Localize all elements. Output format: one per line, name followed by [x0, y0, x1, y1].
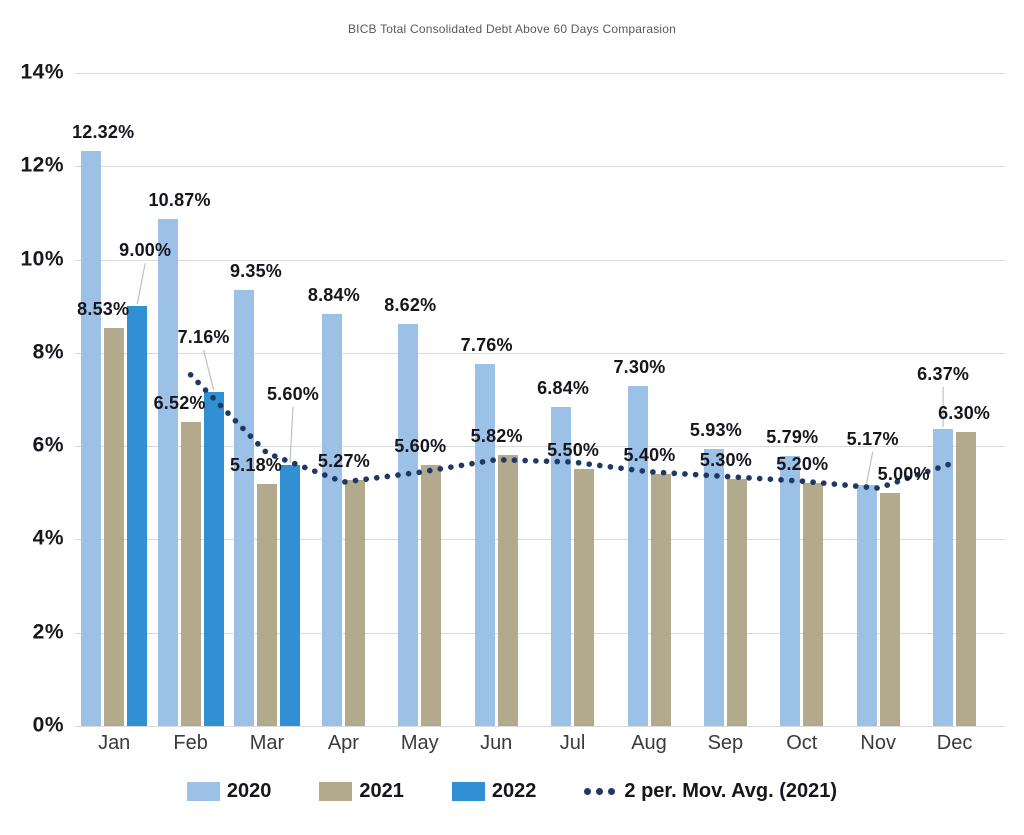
data-label-2020-oct: 5.79%	[766, 426, 819, 447]
bar-2021-jan	[104, 328, 125, 726]
chart-title: BICB Total Consolidated Debt Above 60 Da…	[347, 22, 677, 36]
bar-2020-sep	[703, 449, 724, 726]
bar-2020-feb	[157, 218, 178, 726]
legend-item-2020: 2020	[186, 780, 272, 803]
data-label-2021-jul: 5.50%	[547, 440, 600, 461]
bar-2020-may	[398, 323, 419, 726]
data-label-2020-mar: 9.35%	[229, 260, 283, 281]
gridline	[75, 166, 1005, 168]
legend-item-2021: 2021	[319, 780, 404, 803]
x-axis-label-aug: Aug	[631, 732, 667, 754]
bar-2021-may	[421, 464, 442, 726]
gridline	[75, 259, 1005, 261]
data-label-2020-jun: 7.76%	[460, 335, 513, 356]
gridline	[75, 632, 1005, 634]
data-label-2020-nov: 5.17%	[846, 428, 899, 449]
data-label-2021-sep: 5.30%	[699, 449, 752, 470]
movavg-dots-icon	[584, 788, 616, 795]
bar-2021-jun	[497, 454, 518, 726]
bar-2020-aug	[627, 385, 648, 726]
bar-2021-apr	[344, 480, 365, 726]
bar-2020-jun	[474, 364, 495, 726]
data-label-2020-dec: 6.37%	[917, 363, 970, 384]
data-label-2020-feb: 10.87%	[148, 189, 211, 210]
callout-line	[136, 263, 146, 305]
y-axis-tick: 6%	[32, 433, 64, 457]
data-label-2021-apr: 5.27%	[317, 451, 370, 472]
data-label-2020-apr: 8.84%	[307, 284, 360, 305]
legend-item-movavg: 2 per. Mov. Avg. (2021)	[584, 780, 837, 803]
gridline	[75, 352, 1005, 354]
x-axis-label-jun: Jun	[480, 732, 513, 754]
data-label-2021-oct: 5.20%	[776, 454, 829, 475]
data-label-2022-feb: 7.16%	[177, 327, 230, 348]
data-label-2021-aug: 5.40%	[623, 445, 676, 466]
legend-swatch-2020	[186, 782, 220, 801]
legend-item-2022: 2022	[451, 780, 537, 803]
data-label-2021-mar: 5.18%	[229, 455, 283, 476]
legend-label-movavg: 2 per. Mov. Avg. (2021)	[624, 780, 838, 802]
x-axis-label-jul: Jul	[559, 732, 586, 754]
gridline	[75, 539, 1005, 541]
x-axis-label-jan: Jan	[98, 732, 131, 754]
bar-2022-feb	[203, 392, 224, 726]
data-label-2021-dec: 6.30%	[938, 403, 991, 424]
data-label-2021-jan: 8.53%	[77, 299, 130, 320]
bar-2021-dec	[956, 432, 977, 726]
bar-2020-nov	[856, 484, 877, 726]
y-axis-tick: 10%	[20, 247, 64, 271]
bar-2020-oct	[780, 455, 801, 726]
y-axis-tick: 12%	[20, 153, 64, 177]
callout-line	[289, 406, 294, 463]
callout-line	[866, 451, 874, 483]
legend-label-2021: 2021	[359, 780, 404, 802]
data-label-2022-jan: 9.00%	[119, 240, 172, 261]
bar-2021-oct	[803, 483, 824, 726]
bar-2021-jul	[574, 469, 595, 726]
bar-2020-apr	[321, 313, 342, 726]
bar-2020-mar	[234, 289, 254, 726]
bar-2021-aug	[650, 474, 671, 726]
x-axis-label-sep: Sep	[707, 732, 744, 754]
y-axis-tick: 14%	[20, 60, 64, 84]
data-label-2021-may: 5.60%	[394, 435, 447, 456]
data-label-2020-may: 8.62%	[384, 294, 437, 315]
bar-2020-jan	[81, 151, 102, 726]
data-label-2020-jul: 6.84%	[537, 377, 590, 398]
y-axis-tick: 8%	[32, 340, 64, 364]
legend-swatch-2022	[451, 782, 485, 801]
x-axis-label-oct: Oct	[786, 732, 818, 754]
bar-2021-feb	[180, 421, 201, 726]
y-axis-tick: 4%	[32, 526, 64, 550]
legend: 2020 2021 2022 2 per. Mov. Avg. (2021)	[0, 780, 1024, 803]
x-axis-label-feb: Feb	[173, 732, 208, 754]
x-axis-label-apr: Apr	[327, 732, 359, 754]
data-label-2020-jan: 12.32%	[72, 122, 135, 143]
bar-2021-mar	[257, 484, 277, 726]
data-label-2020-aug: 7.30%	[613, 356, 666, 377]
data-label-2022-mar: 5.60%	[266, 383, 320, 404]
data-label-2021-feb: 6.52%	[153, 392, 206, 413]
legend-label-2020: 2020	[226, 780, 272, 802]
x-axis-label-nov: Nov	[860, 732, 896, 754]
bar-2020-dec	[933, 428, 954, 726]
bar-2022-mar	[280, 464, 300, 726]
gridline	[75, 726, 1005, 727]
y-axis-tick: 0%	[32, 713, 64, 737]
bar-2021-nov	[879, 492, 900, 726]
data-label-2020-sep: 5.93%	[689, 420, 742, 441]
legend-label-2022: 2022	[491, 780, 537, 802]
x-axis-label-dec: Dec	[936, 732, 973, 754]
bar-2022-jan	[127, 306, 148, 726]
data-label-2021-jun: 5.82%	[470, 425, 523, 446]
bar-2021-sep	[726, 478, 747, 726]
gridline	[75, 73, 1005, 74]
callout-line	[203, 349, 215, 391]
x-axis-label-may: May	[400, 732, 439, 754]
x-axis-label-mar: Mar	[249, 732, 285, 754]
y-axis-tick: 2%	[32, 620, 64, 644]
legend-swatch-2021	[319, 782, 353, 801]
data-label-2021-nov: 5.00%	[877, 463, 930, 484]
